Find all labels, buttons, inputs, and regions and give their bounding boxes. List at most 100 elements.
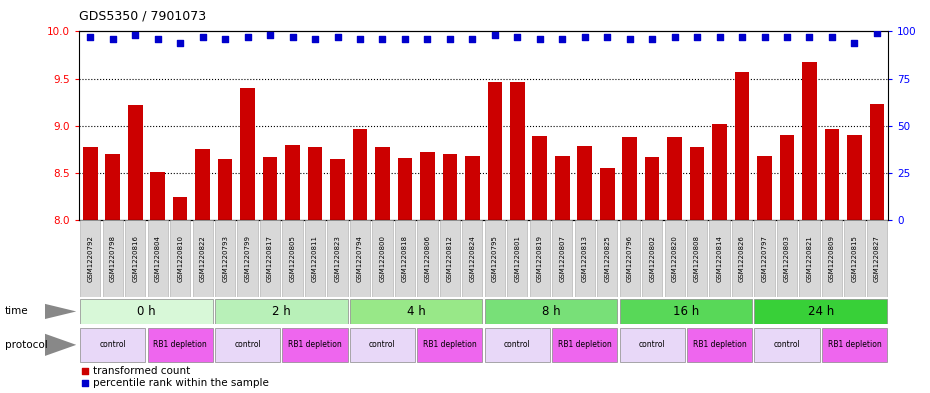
Bar: [372, 220, 392, 297]
Point: [352, 36, 367, 42]
Text: GSM1220813: GSM1220813: [582, 235, 588, 282]
Bar: [237, 220, 258, 297]
Bar: [710, 220, 730, 297]
Bar: [443, 154, 458, 393]
Text: 24 h: 24 h: [807, 305, 834, 318]
Text: GSM1220814: GSM1220814: [717, 235, 723, 282]
Text: 4 h: 4 h: [406, 305, 426, 318]
Bar: [712, 124, 727, 393]
Bar: [240, 88, 255, 393]
Text: GSM1220821: GSM1220821: [806, 235, 813, 282]
Text: GSM1220810: GSM1220810: [178, 235, 183, 282]
Text: GSM1220800: GSM1220800: [379, 235, 385, 282]
Bar: [350, 220, 370, 297]
Bar: [622, 137, 637, 393]
Point: [532, 36, 547, 42]
Bar: [619, 220, 640, 297]
Point: [397, 36, 412, 42]
Bar: [327, 220, 348, 297]
Text: GSM1220826: GSM1220826: [739, 235, 745, 282]
Bar: [420, 152, 434, 393]
Text: control: control: [774, 340, 801, 349]
Bar: [552, 220, 572, 297]
Bar: [80, 220, 100, 297]
Point: [330, 34, 345, 40]
Point: [127, 32, 142, 39]
Bar: [754, 299, 887, 324]
Bar: [597, 220, 618, 297]
Bar: [105, 154, 120, 393]
Text: 2 h: 2 h: [272, 305, 291, 318]
Bar: [418, 328, 483, 362]
Text: GSM1220812: GSM1220812: [447, 235, 453, 282]
Text: GDS5350 / 7901073: GDS5350 / 7901073: [79, 10, 206, 23]
Point: [578, 34, 592, 40]
Text: RB1 depletion: RB1 depletion: [828, 340, 882, 349]
Point: [870, 30, 884, 37]
Bar: [619, 328, 684, 362]
Point: [83, 34, 98, 40]
Point: [355, 189, 370, 196]
Bar: [533, 136, 547, 393]
Bar: [779, 135, 794, 393]
Bar: [844, 220, 865, 297]
Text: GSM1220818: GSM1220818: [402, 235, 408, 282]
Text: RB1 depletion: RB1 depletion: [558, 340, 612, 349]
Bar: [644, 157, 659, 393]
Point: [712, 34, 727, 40]
Text: GSM1220803: GSM1220803: [784, 235, 790, 282]
Bar: [555, 156, 569, 393]
Text: 0 h: 0 h: [137, 305, 156, 318]
Text: GSM1220824: GSM1220824: [470, 235, 475, 282]
Bar: [578, 145, 592, 393]
Bar: [170, 220, 191, 297]
Text: time: time: [5, 307, 28, 316]
Text: 16 h: 16 h: [672, 305, 699, 318]
Bar: [173, 196, 188, 393]
Point: [802, 34, 817, 40]
Point: [173, 40, 188, 46]
Text: control: control: [504, 340, 531, 349]
Bar: [305, 220, 326, 297]
Point: [847, 40, 862, 46]
Text: 8 h: 8 h: [541, 305, 561, 318]
Point: [465, 36, 480, 42]
Point: [600, 34, 615, 40]
Bar: [510, 83, 525, 393]
Bar: [642, 220, 662, 297]
Bar: [619, 299, 752, 324]
Bar: [215, 299, 348, 324]
Bar: [668, 137, 682, 393]
Text: GSM1220794: GSM1220794: [357, 235, 363, 282]
Text: GSM1220816: GSM1220816: [132, 235, 139, 282]
Bar: [375, 147, 390, 393]
Bar: [803, 62, 817, 393]
Text: RB1 depletion: RB1 depletion: [693, 340, 747, 349]
Text: control: control: [369, 340, 396, 349]
Text: transformed count: transformed count: [93, 365, 191, 376]
Bar: [148, 328, 213, 362]
Bar: [757, 156, 772, 393]
Text: GSM1220817: GSM1220817: [267, 235, 273, 282]
Bar: [687, 220, 707, 297]
Text: RB1 depletion: RB1 depletion: [153, 340, 207, 349]
Point: [667, 34, 682, 40]
Bar: [283, 220, 302, 297]
Bar: [260, 220, 280, 297]
Point: [487, 32, 502, 39]
Point: [779, 34, 794, 40]
Bar: [530, 220, 550, 297]
Text: GSM1220805: GSM1220805: [289, 235, 296, 282]
Bar: [870, 104, 884, 393]
Bar: [395, 220, 415, 297]
Point: [105, 36, 120, 42]
Text: GSM1220819: GSM1220819: [537, 235, 543, 282]
Text: GSM1220807: GSM1220807: [559, 235, 565, 282]
Bar: [218, 159, 232, 393]
Bar: [687, 328, 752, 362]
Bar: [800, 220, 819, 297]
Point: [151, 36, 166, 42]
Bar: [286, 145, 299, 393]
Point: [286, 34, 300, 40]
Bar: [485, 299, 618, 324]
